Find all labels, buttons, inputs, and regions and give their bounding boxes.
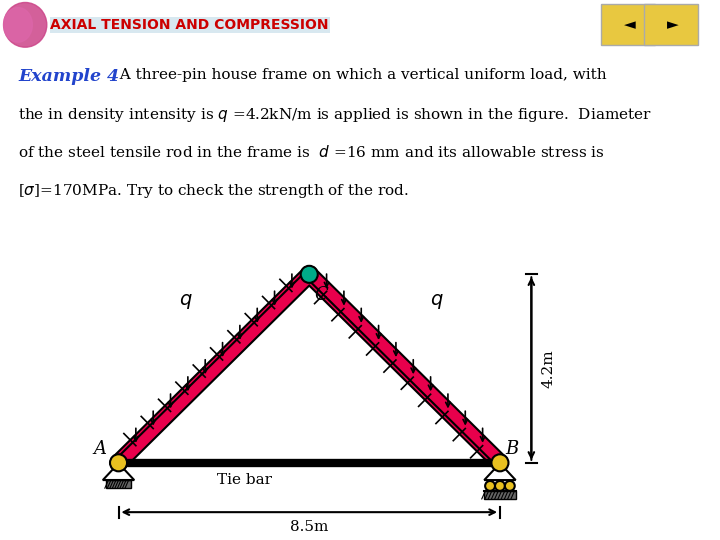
Polygon shape <box>103 463 134 480</box>
Text: ►: ► <box>667 17 679 32</box>
Polygon shape <box>485 463 516 480</box>
Bar <box>106 480 131 488</box>
Text: 8.5m: 8.5m <box>290 520 328 534</box>
Text: A: A <box>93 440 106 458</box>
Bar <box>484 491 516 499</box>
Text: of the steel tensile rod in the frame is  $d$ =16 mm and its allowable stress is: of the steel tensile rod in the frame is… <box>18 144 605 160</box>
FancyBboxPatch shape <box>601 4 655 45</box>
Circle shape <box>492 454 508 471</box>
FancyBboxPatch shape <box>644 4 698 45</box>
Text: $q$: $q$ <box>179 292 193 310</box>
Circle shape <box>110 454 127 471</box>
Text: the in density intensity is $q$ =4.2kN/m is applied is shown in the figure.  Dia: the in density intensity is $q$ =4.2kN/m… <box>18 106 652 124</box>
Ellipse shape <box>4 3 47 47</box>
Text: [$\sigma$]=170MPa. Try to check the strength of the rod.: [$\sigma$]=170MPa. Try to check the stre… <box>18 182 409 200</box>
Circle shape <box>495 481 505 491</box>
Text: A three-pin house frame on which a vertical uniform load, with: A three-pin house frame on which a verti… <box>110 68 607 82</box>
Text: 4.2m: 4.2m <box>541 349 555 388</box>
Text: AXIAL TENSION AND COMPRESSION: AXIAL TENSION AND COMPRESSION <box>50 18 329 32</box>
Text: $q$: $q$ <box>431 292 444 310</box>
Text: Tie bar: Tie bar <box>217 472 272 487</box>
Text: ◄: ◄ <box>624 17 636 32</box>
Circle shape <box>505 481 515 491</box>
Text: C: C <box>315 286 328 303</box>
Circle shape <box>485 481 495 491</box>
Text: B: B <box>505 440 518 458</box>
Ellipse shape <box>4 8 32 42</box>
Circle shape <box>301 266 318 283</box>
Text: Example 4: Example 4 <box>18 68 119 85</box>
